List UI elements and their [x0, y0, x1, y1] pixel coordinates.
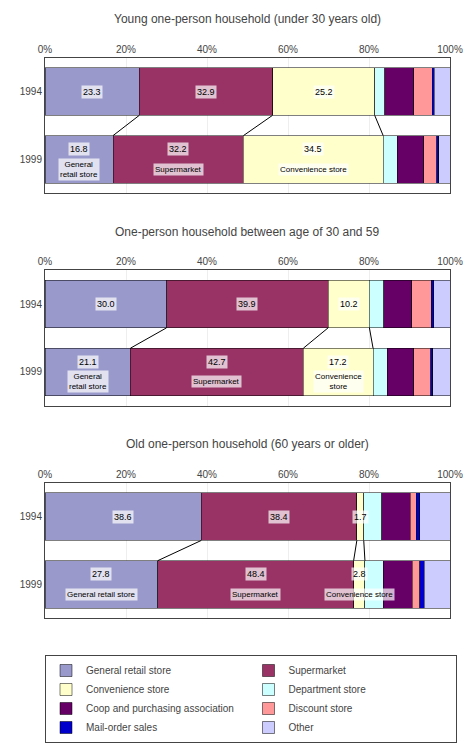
svg-text:Generalretail store: Generalretail store [60, 160, 98, 179]
svg-text:Supermarket: Supermarket [155, 165, 202, 174]
svg-text:1994: 1994 [20, 511, 43, 522]
svg-text:0%: 0% [38, 44, 53, 55]
svg-text:39.9: 39.9 [238, 299, 256, 309]
svg-text:48.4: 48.4 [247, 569, 265, 579]
svg-text:Generalretail store: Generalretail store [69, 372, 107, 391]
svg-text:34.5: 34.5 [304, 144, 322, 154]
svg-text:16.8: 16.8 [70, 144, 88, 154]
svg-text:1994: 1994 [20, 86, 43, 97]
svg-text:Supermarket: Supermarket [193, 377, 240, 386]
svg-text:60%: 60% [278, 469, 298, 480]
svg-text:1.7: 1.7 [354, 512, 367, 522]
svg-text:Other: Other [289, 722, 315, 733]
svg-text:21.1: 21.1 [79, 357, 97, 367]
svg-text:One-person household between a: One-person household between age of 30 a… [115, 225, 380, 239]
svg-text:General retail store: General retail store [86, 665, 171, 676]
svg-text:Young one-person household (un: Young one-person household (under 30 yea… [114, 12, 381, 26]
svg-text:Supermarket: Supermarket [232, 590, 279, 599]
svg-text:1999: 1999 [20, 579, 43, 590]
svg-text:27.8: 27.8 [92, 569, 110, 579]
svg-text:Conveniencestore: Conveniencestore [315, 372, 362, 391]
svg-text:2.8: 2.8 [353, 569, 366, 579]
svg-text:1999: 1999 [20, 154, 43, 165]
svg-text:40%: 40% [197, 469, 217, 480]
svg-text:40%: 40% [197, 256, 217, 267]
svg-text:1999: 1999 [20, 366, 43, 377]
svg-text:17.2: 17.2 [329, 357, 347, 367]
svg-text:Department store: Department store [289, 684, 367, 695]
svg-text:80%: 80% [359, 469, 379, 480]
svg-text:100%: 100% [437, 44, 463, 55]
svg-text:Convenience store: Convenience store [280, 165, 347, 174]
svg-text:Old one-person household (60 y: Old one-person household (60 years or ol… [126, 437, 369, 451]
svg-text:10.2: 10.2 [340, 299, 358, 309]
svg-text:100%: 100% [437, 469, 463, 480]
svg-text:42.7: 42.7 [208, 357, 226, 367]
svg-text:Coop and purchasing associatio: Coop and purchasing association [86, 703, 234, 714]
svg-text:38.4: 38.4 [270, 512, 288, 522]
svg-text:20%: 20% [116, 44, 136, 55]
svg-text:100%: 100% [437, 256, 463, 267]
svg-text:38.6: 38.6 [114, 512, 132, 522]
svg-text:1994: 1994 [20, 299, 43, 310]
svg-text:20%: 20% [116, 469, 136, 480]
svg-text:0%: 0% [38, 256, 53, 267]
svg-text:60%: 60% [278, 256, 298, 267]
svg-text:20%: 20% [116, 256, 136, 267]
svg-text:General retail store: General retail store [67, 590, 136, 599]
svg-text:Supermarket: Supermarket [289, 665, 346, 676]
svg-text:0%: 0% [38, 469, 53, 480]
svg-text:25.2: 25.2 [315, 87, 333, 97]
svg-text:32.9: 32.9 [197, 87, 215, 97]
svg-text:40%: 40% [197, 44, 217, 55]
svg-text:60%: 60% [278, 44, 298, 55]
svg-text:32.2: 32.2 [169, 144, 187, 154]
svg-text:80%: 80% [359, 44, 379, 55]
svg-text:23.3: 23.3 [83, 87, 101, 97]
svg-text:Convenience store: Convenience store [86, 684, 170, 695]
svg-text:Discount store: Discount store [289, 703, 353, 714]
svg-text:Convenience store: Convenience store [326, 590, 393, 599]
svg-text:30.0: 30.0 [97, 299, 115, 309]
svg-text:Mail-order sales: Mail-order sales [86, 722, 157, 733]
svg-text:80%: 80% [359, 256, 379, 267]
